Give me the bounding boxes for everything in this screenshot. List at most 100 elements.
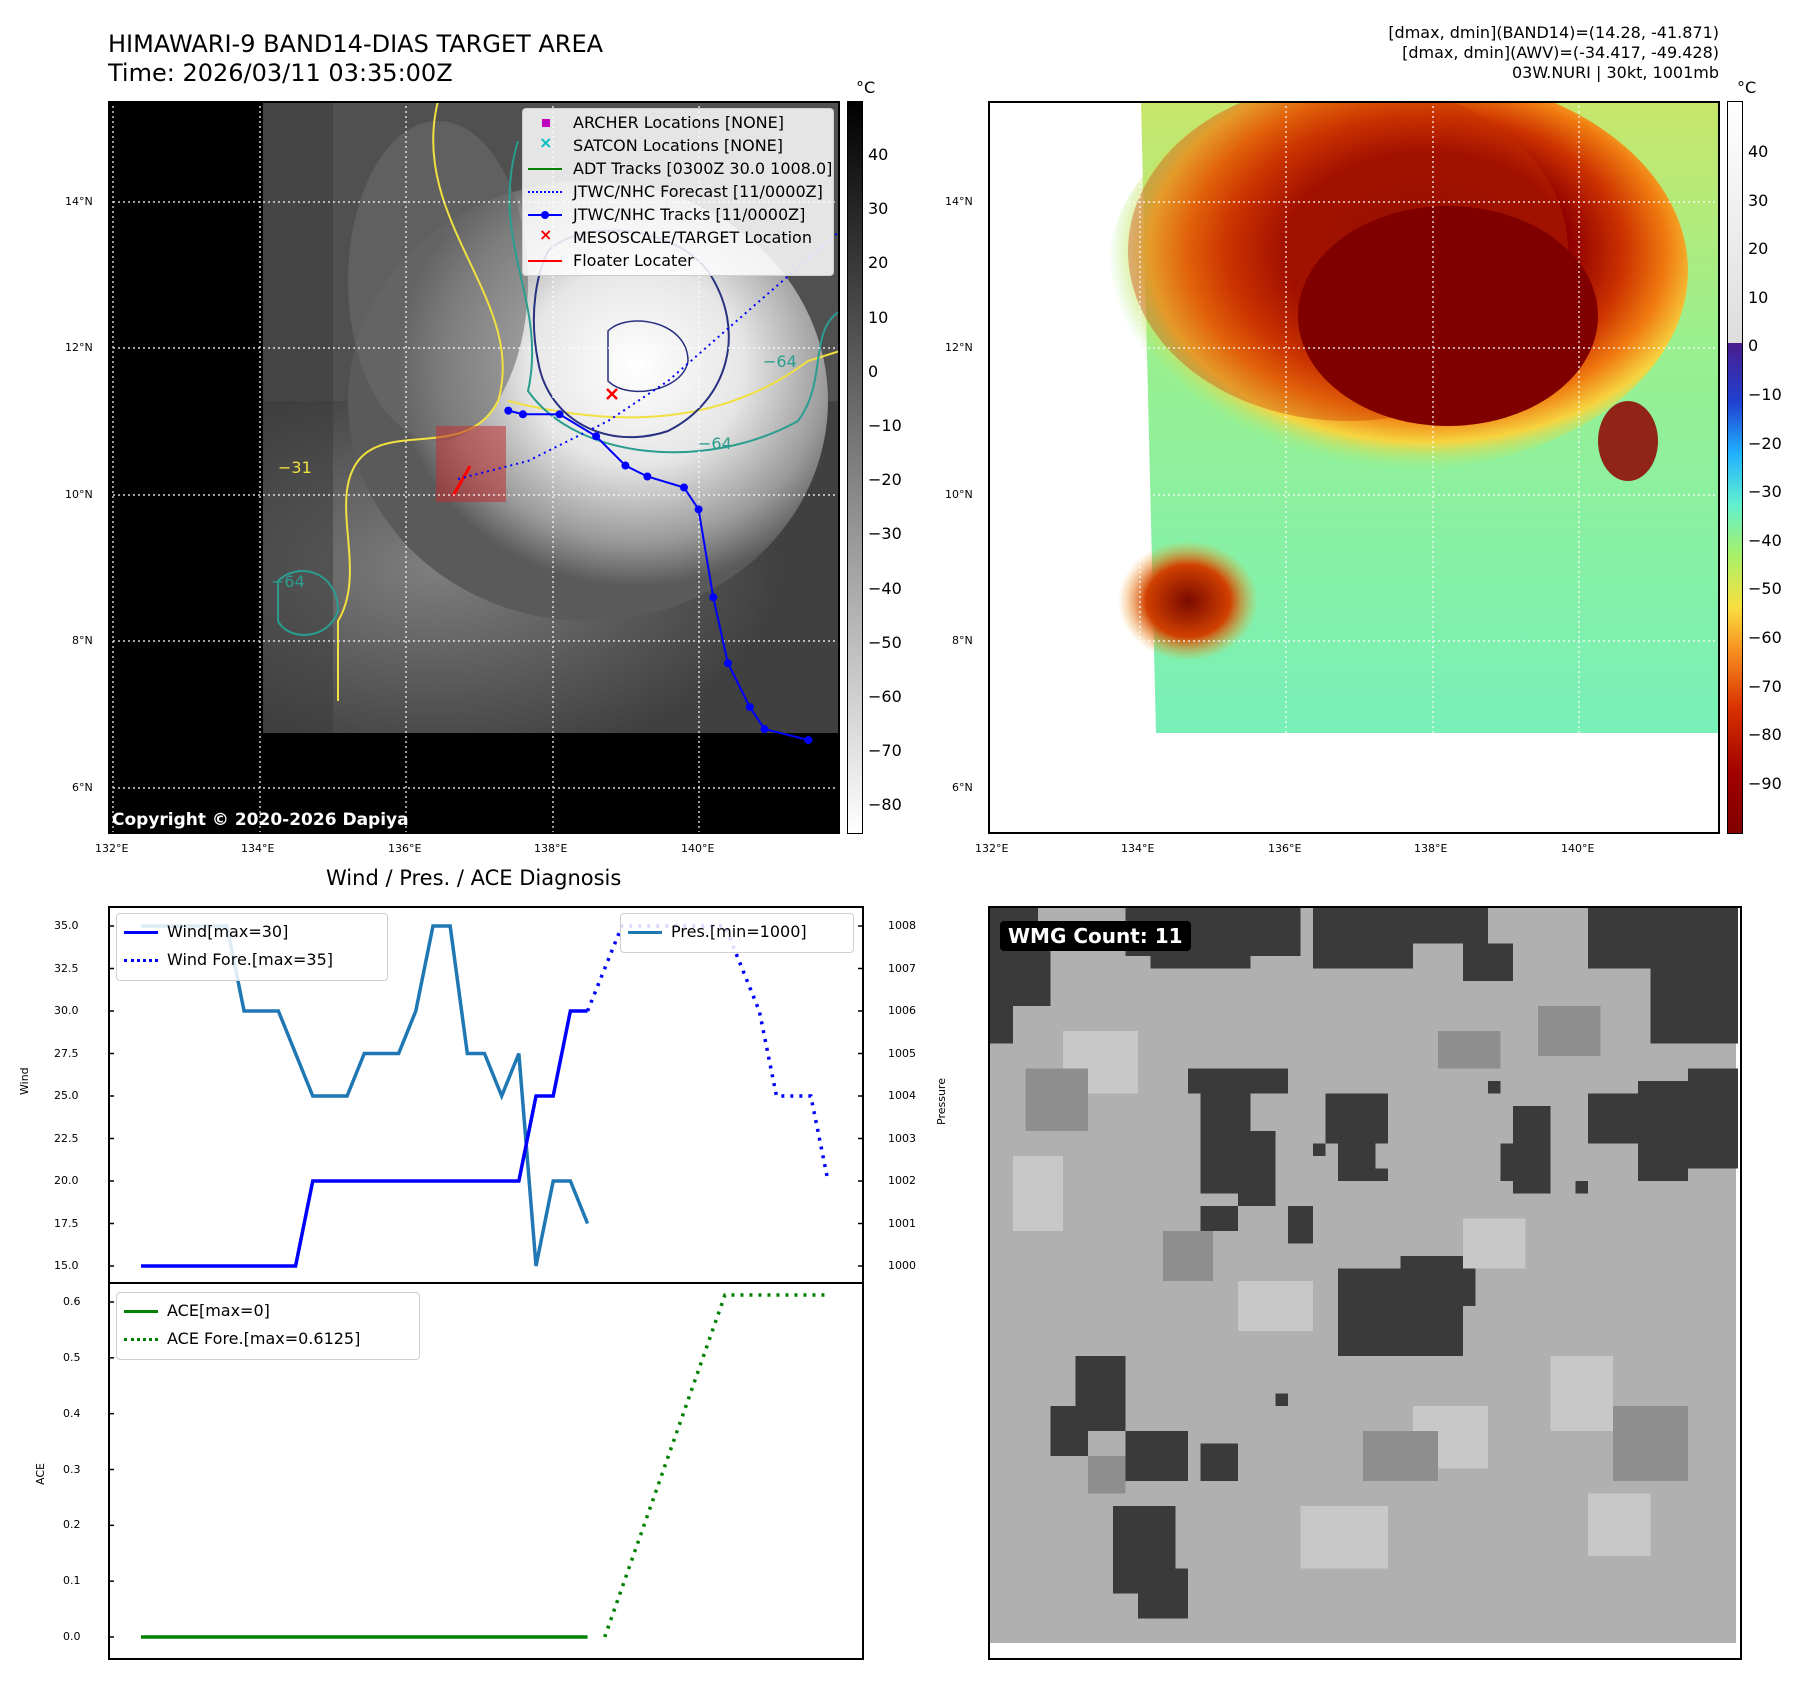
legend-label: ACE[max=0] — [167, 1301, 270, 1320]
pressure-tick: 1004 — [888, 1089, 916, 1102]
lat-label: 12°N — [945, 341, 973, 354]
figure-time: Time: 2026/03/11 03:35:00Z — [108, 59, 453, 87]
colorbar-tick: −40 — [868, 578, 902, 598]
dotted-line-icon — [124, 959, 158, 962]
wind-legend: Wind[max=30] Wind Fore.[max=35] — [116, 913, 388, 981]
wmg-mid-cell — [1163, 1231, 1213, 1281]
wind-tick: 32.5 — [54, 961, 79, 975]
target-marker — [606, 388, 618, 400]
colorbar-unit: °C — [1737, 78, 1757, 97]
legend-ace: ACE[max=0] — [117, 1301, 419, 1321]
copyright: Copyright © 2020-2026 Dapiya — [112, 810, 409, 830]
track-point — [679, 483, 688, 492]
pressure-tick: 1000 — [888, 1259, 916, 1272]
ace-tick: 0.6 — [63, 1295, 81, 1308]
wind-tick: 15.0 — [54, 1259, 79, 1272]
lon-label: 136°E — [388, 842, 422, 855]
wmg-dark-cell — [1588, 906, 1738, 969]
ir-colorbar — [847, 101, 863, 834]
colorbar-tick: −70 — [868, 741, 902, 761]
pressure-legend: Pres.[min=1000] — [620, 913, 854, 953]
ace-plot-frame — [108, 1282, 864, 1660]
colorbar-tick: 20 — [868, 253, 889, 273]
awv-map-grid — [988, 101, 1720, 834]
wind-line — [141, 1009, 588, 1268]
pressure-tick: 1005 — [888, 1046, 916, 1060]
colorbar-tick: −80 — [1748, 725, 1782, 745]
legend-label: ADT Tracks [0300Z 30.0 1008.0] — [573, 159, 833, 178]
contour-label: −64 — [698, 434, 732, 453]
wmg-dark-cell — [1200, 1206, 1238, 1231]
colorbar-tick: −10 — [868, 416, 902, 435]
legend-label: ACE Fore.[max=0.6125] — [167, 1329, 361, 1348]
legend-adt: ADT Tracks [0300Z 30.0 1008.0] — [523, 159, 833, 179]
lon-label: 140°E — [1561, 842, 1595, 855]
colorbar-tick: −50 — [868, 632, 902, 652]
wmg-mid-cell — [1025, 1068, 1088, 1131]
figure-title: HIMAWARI-9 BAND14-DIAS TARGET AREA — [108, 30, 604, 58]
legend-wind: Wind[max=30] — [117, 922, 387, 942]
wmg-dark-cell — [1313, 906, 1413, 969]
colorbar-tick: −30 — [1748, 482, 1782, 502]
pressure-tick: 1002 — [888, 1174, 916, 1187]
legend-label: JTWC/NHC Tracks [11/0000Z] — [573, 205, 806, 224]
x-marker-icon: × — [539, 133, 553, 152]
legend-wind-fore: Wind Fore.[max=35] — [117, 950, 387, 970]
legend-forecast: JTWC/NHC Forecast [11/0000Z] — [523, 182, 833, 202]
ace-tick: 0.3 — [63, 1462, 81, 1476]
lat-label: 12°N — [65, 341, 93, 354]
track-point — [504, 406, 513, 415]
track-point — [709, 593, 718, 602]
ir-map-frame — [108, 101, 840, 834]
lat-label: 6°N — [952, 781, 973, 794]
line-icon — [528, 168, 562, 170]
colorbar-tick: 40 — [1748, 142, 1769, 161]
colorbar-tick: 10 — [1748, 287, 1769, 307]
wmg-dark-cell — [1463, 943, 1513, 981]
ace-tick: 0.4 — [63, 1406, 81, 1420]
colorbar-tick: −30 — [868, 524, 902, 544]
wmg-mid-cell — [1088, 1456, 1126, 1494]
colorbar-tick: −50 — [1748, 579, 1782, 599]
track-point — [555, 410, 564, 419]
wind-tick: 27.5 — [54, 1046, 79, 1060]
wmg-dark-cell — [1575, 1181, 1588, 1194]
colorbar-tick: 0 — [868, 361, 879, 381]
colorbar-tick: −20 — [1748, 433, 1782, 453]
colorbar-tick: 10 — [868, 307, 889, 327]
colorbar-unit: °C — [856, 78, 876, 97]
wmg-dark-cell — [1138, 1568, 1188, 1619]
lat-label: 14°N — [65, 195, 93, 208]
lon-label: 132°E — [975, 842, 1009, 855]
wmg-mid-cell — [1538, 1006, 1601, 1056]
colorbar-tick: −20 — [868, 470, 902, 490]
square-marker-icon — [542, 119, 550, 127]
lat-label: 6°N — [72, 781, 93, 794]
wmg-dark-cell — [1125, 1431, 1188, 1481]
wmg-count-badge: WMG Count: 11 — [1000, 921, 1191, 951]
legend-pressure: Pres.[min=1000] — [621, 922, 853, 942]
colorbar-tick: −10 — [1748, 385, 1782, 404]
track-point — [694, 505, 703, 514]
line-icon — [124, 931, 158, 934]
track-point — [592, 432, 601, 441]
awv-colorbar — [1727, 101, 1743, 834]
x-marker-icon: × — [539, 225, 553, 244]
wind-tick: 22.5 — [54, 1131, 79, 1145]
wmg-mid-cell — [1613, 1406, 1688, 1481]
wmg-light-cell — [1463, 1218, 1526, 1269]
ace-legend: ACE[max=0] ACE Fore.[max=0.6125] — [116, 1292, 420, 1360]
legend-tracks: JTWC/NHC Tracks [11/0000Z] — [523, 205, 833, 225]
wmg-mid-cell — [1363, 1431, 1438, 1481]
wmg-mid-cell — [1438, 1031, 1501, 1069]
lat-label: 8°N — [952, 634, 973, 647]
pressure-tick: 1007 — [888, 961, 916, 975]
track-point — [804, 736, 813, 745]
storm-info: 03W.NURI | 30kt, 1001mb — [1511, 63, 1719, 82]
legend-label: Pres.[min=1000] — [671, 922, 807, 941]
lon-label: 134°E — [1121, 842, 1155, 855]
contour-label: −64 — [763, 352, 797, 371]
wmg-dark-cell — [1488, 1081, 1501, 1094]
wind-tick: 25.0 — [54, 1089, 79, 1102]
wmg-image — [988, 906, 1742, 1660]
